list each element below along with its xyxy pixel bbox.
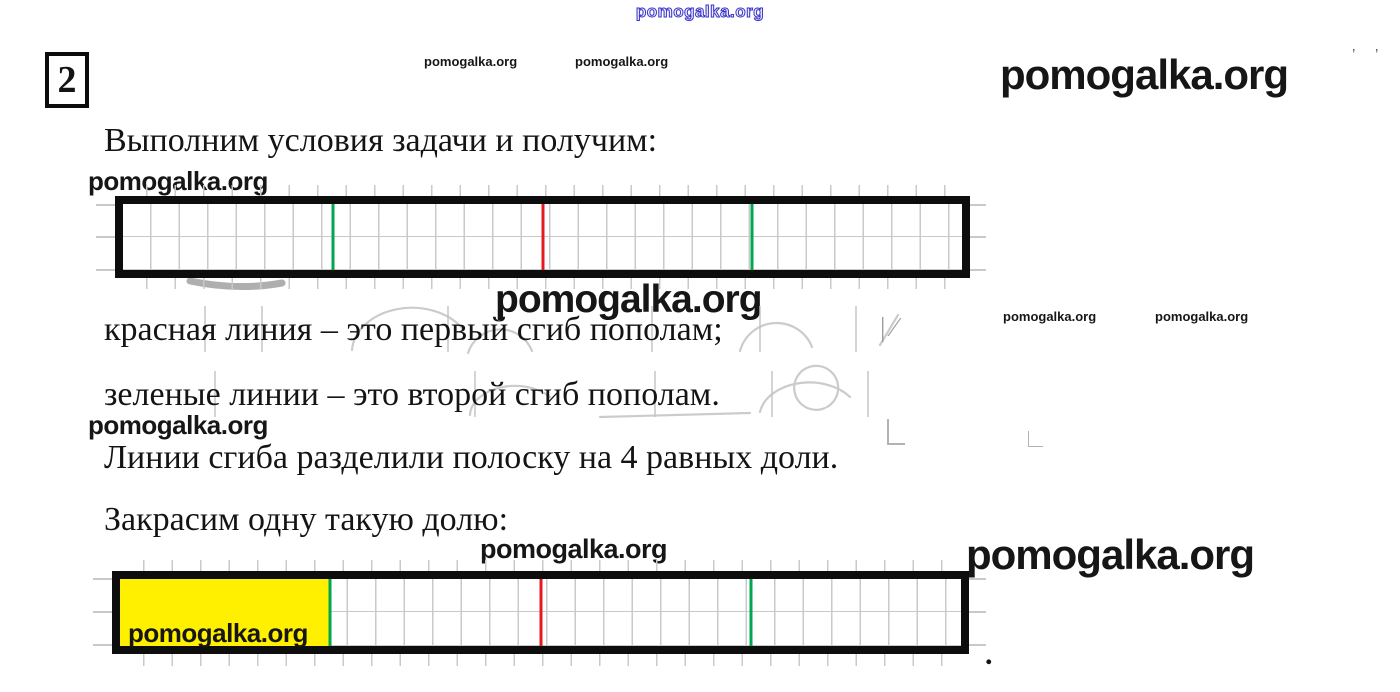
- red-line-explanation: красная линия – это первый сгиб пополам;: [104, 311, 723, 348]
- watermark-large-bottom-right: pomogalka.org: [966, 531, 1255, 578]
- red-fold-line: [541, 204, 544, 270]
- watermark-top-center: pomogalka.org: [635, 2, 765, 21]
- grid-stub: [93, 644, 113, 646]
- grid-stub: [966, 578, 986, 580]
- paper-strip-shaded: pomogalka.org: [112, 571, 969, 654]
- grid-stub: [966, 269, 986, 271]
- bracket-artifact-2: [1028, 431, 1043, 447]
- strip-grid-area: pomogalka.org: [120, 579, 961, 646]
- grid-stub: [966, 644, 986, 646]
- watermark-small-2: pomogalka.org: [575, 54, 669, 69]
- task-number-box: 2: [45, 52, 89, 108]
- task-number: 2: [57, 59, 77, 101]
- grid-stub: [96, 269, 116, 271]
- watermark-in-shade: pomogalka.org: [128, 618, 308, 648]
- trailing-period: .: [985, 638, 993, 671]
- paper-strip-folded: pomogalka.org: [115, 196, 970, 278]
- grid-stub: [93, 578, 113, 580]
- green-fold-line: [331, 204, 335, 270]
- green-fold-line: [749, 579, 753, 646]
- shade-instruction: Закрасим одну такую долю:: [104, 501, 509, 538]
- grid-stub: [966, 204, 986, 206]
- stray-mark: | ⁄: [880, 312, 897, 342]
- watermark-center-bottom: pomogalka.org: [480, 534, 668, 564]
- watermark-small-1: pomogalka.org: [424, 54, 518, 69]
- shaded-quarter: pomogalka.org: [120, 579, 331, 648]
- green-line-explanation: зеленые линии – это второй сгиб пополам.: [104, 376, 720, 413]
- grid-stub: [96, 236, 116, 238]
- corner-tick-marks: ’ ’: [1352, 46, 1387, 63]
- grid-stub: [93, 611, 113, 613]
- grid-stub: [96, 204, 116, 206]
- grid-stub: [966, 611, 986, 613]
- watermark-large-top-right: pomogalka.org: [1000, 51, 1289, 98]
- strip-grid-area: pomogalka.org: [123, 204, 962, 270]
- red-fold-line: [539, 579, 542, 646]
- heading-text: Выполним условия задачи и получим:: [104, 122, 658, 159]
- grid-stub: [966, 236, 986, 238]
- watermark-small-3: pomogalka.org: [1003, 309, 1097, 324]
- watermark-small-4: pomogalka.org: [1155, 309, 1249, 324]
- green-fold-line: [328, 579, 332, 646]
- watermark-bold-2: pomogalka.org: [88, 410, 268, 440]
- bracket-artifact-1: [887, 419, 905, 445]
- result-explanation: Линии сгиба разделили полоску на 4 равны…: [104, 439, 839, 476]
- green-fold-line: [750, 204, 754, 270]
